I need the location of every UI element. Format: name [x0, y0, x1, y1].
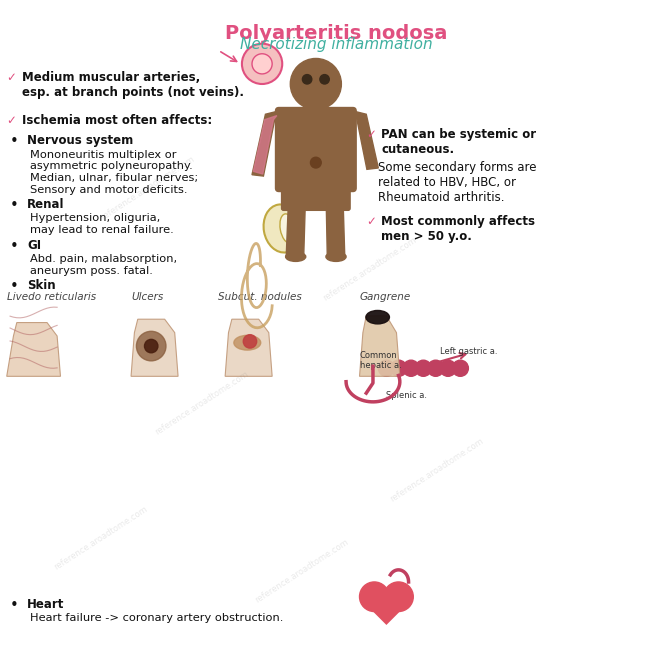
Circle shape: [440, 360, 456, 376]
Text: Livedo reticularis: Livedo reticularis: [7, 292, 96, 302]
Text: Necrotizing inflammation: Necrotizing inflammation: [240, 37, 432, 52]
Text: Common
hepatic a.: Common hepatic a.: [360, 351, 401, 370]
Circle shape: [144, 339, 158, 353]
Text: Polyarteritis nodosa: Polyarteritis nodosa: [225, 24, 447, 42]
Ellipse shape: [326, 252, 346, 261]
Text: •: •: [10, 598, 19, 613]
Text: reference.aroadtome.com: reference.aroadtome.com: [388, 437, 485, 504]
Text: Renal: Renal: [27, 198, 65, 210]
Text: Splenic a.: Splenic a.: [386, 391, 427, 400]
Text: Medium muscular arteries,
esp. at branch points (not veins).: Medium muscular arteries, esp. at branch…: [22, 71, 243, 99]
Polygon shape: [286, 188, 306, 255]
Text: Some secondary forms are
related to HBV, HBC, or
Rheumatoid arthritis.: Some secondary forms are related to HBV,…: [378, 161, 536, 204]
Circle shape: [320, 75, 329, 84]
Circle shape: [390, 360, 407, 376]
Polygon shape: [360, 316, 400, 376]
Text: •: •: [10, 279, 19, 294]
Ellipse shape: [263, 204, 301, 253]
Text: ✓: ✓: [366, 128, 376, 140]
Circle shape: [384, 582, 413, 612]
Circle shape: [136, 331, 166, 361]
Polygon shape: [353, 111, 378, 169]
Text: Heart: Heart: [27, 598, 65, 611]
Circle shape: [378, 360, 394, 376]
Ellipse shape: [366, 310, 390, 324]
Polygon shape: [253, 116, 277, 174]
Text: Mononeuritis multiplex or
asymmetric polyneuropathy.: Mononeuritis multiplex or asymmetric pol…: [30, 150, 193, 171]
Text: GI: GI: [27, 239, 41, 251]
Text: Abd. pain, malabsorption,
aneurysm poss. fatal.: Abd. pain, malabsorption, aneurysm poss.…: [30, 254, 177, 276]
Text: •: •: [10, 198, 19, 212]
Polygon shape: [360, 598, 413, 625]
Text: Gangrene: Gangrene: [360, 292, 411, 302]
Text: Left gastric a.: Left gastric a.: [440, 347, 498, 356]
Ellipse shape: [280, 214, 295, 243]
Ellipse shape: [286, 252, 306, 261]
Circle shape: [252, 54, 272, 74]
Text: Hypertension, oliguria,
may lead to renal failure.: Hypertension, oliguria, may lead to rena…: [30, 213, 174, 235]
Bar: [308, 104, 324, 112]
Text: reference.aroadtome.com: reference.aroadtome.com: [52, 504, 149, 571]
Text: •: •: [10, 239, 19, 253]
Text: reference.aroadtome.com: reference.aroadtome.com: [321, 235, 418, 302]
FancyBboxPatch shape: [282, 183, 350, 210]
Text: Ulcers: Ulcers: [131, 292, 163, 302]
Polygon shape: [326, 188, 345, 255]
Circle shape: [415, 360, 431, 376]
Circle shape: [310, 157, 321, 168]
Polygon shape: [131, 319, 178, 376]
FancyBboxPatch shape: [276, 108, 356, 192]
Circle shape: [302, 75, 312, 84]
Text: ✓: ✓: [7, 114, 17, 127]
Text: PAN can be systemic or
cutaneous.: PAN can be systemic or cutaneous.: [381, 128, 536, 156]
Circle shape: [290, 58, 341, 110]
Circle shape: [360, 582, 389, 612]
Text: Subcut. nodules: Subcut. nodules: [218, 292, 302, 302]
Text: reference.aroadtome.com: reference.aroadtome.com: [153, 370, 250, 437]
Circle shape: [243, 335, 257, 348]
Text: ✓: ✓: [7, 71, 17, 83]
Text: Ischemia most often affects:: Ischemia most often affects:: [22, 114, 212, 127]
Text: Nervous system: Nervous system: [27, 134, 133, 147]
Polygon shape: [252, 111, 279, 176]
Text: Median, ulnar, fibular nerves;
Sensory and motor deficits.: Median, ulnar, fibular nerves; Sensory a…: [30, 173, 198, 195]
Text: reference.aroadtome.com: reference.aroadtome.com: [99, 155, 196, 222]
Text: ✓: ✓: [366, 215, 376, 228]
Text: Most commonly affects
men > 50 y.o.: Most commonly affects men > 50 y.o.: [381, 215, 535, 243]
Circle shape: [403, 360, 419, 376]
Polygon shape: [7, 323, 60, 376]
Ellipse shape: [234, 335, 261, 350]
Text: Heart failure -> coronary artery obstruction.: Heart failure -> coronary artery obstruc…: [30, 613, 284, 623]
Circle shape: [452, 360, 468, 376]
Circle shape: [427, 360, 444, 376]
Text: Skin: Skin: [27, 279, 56, 292]
Circle shape: [242, 44, 282, 84]
Polygon shape: [225, 319, 272, 376]
Text: reference.aroadtome.com: reference.aroadtome.com: [254, 538, 351, 605]
Text: •: •: [10, 134, 19, 149]
